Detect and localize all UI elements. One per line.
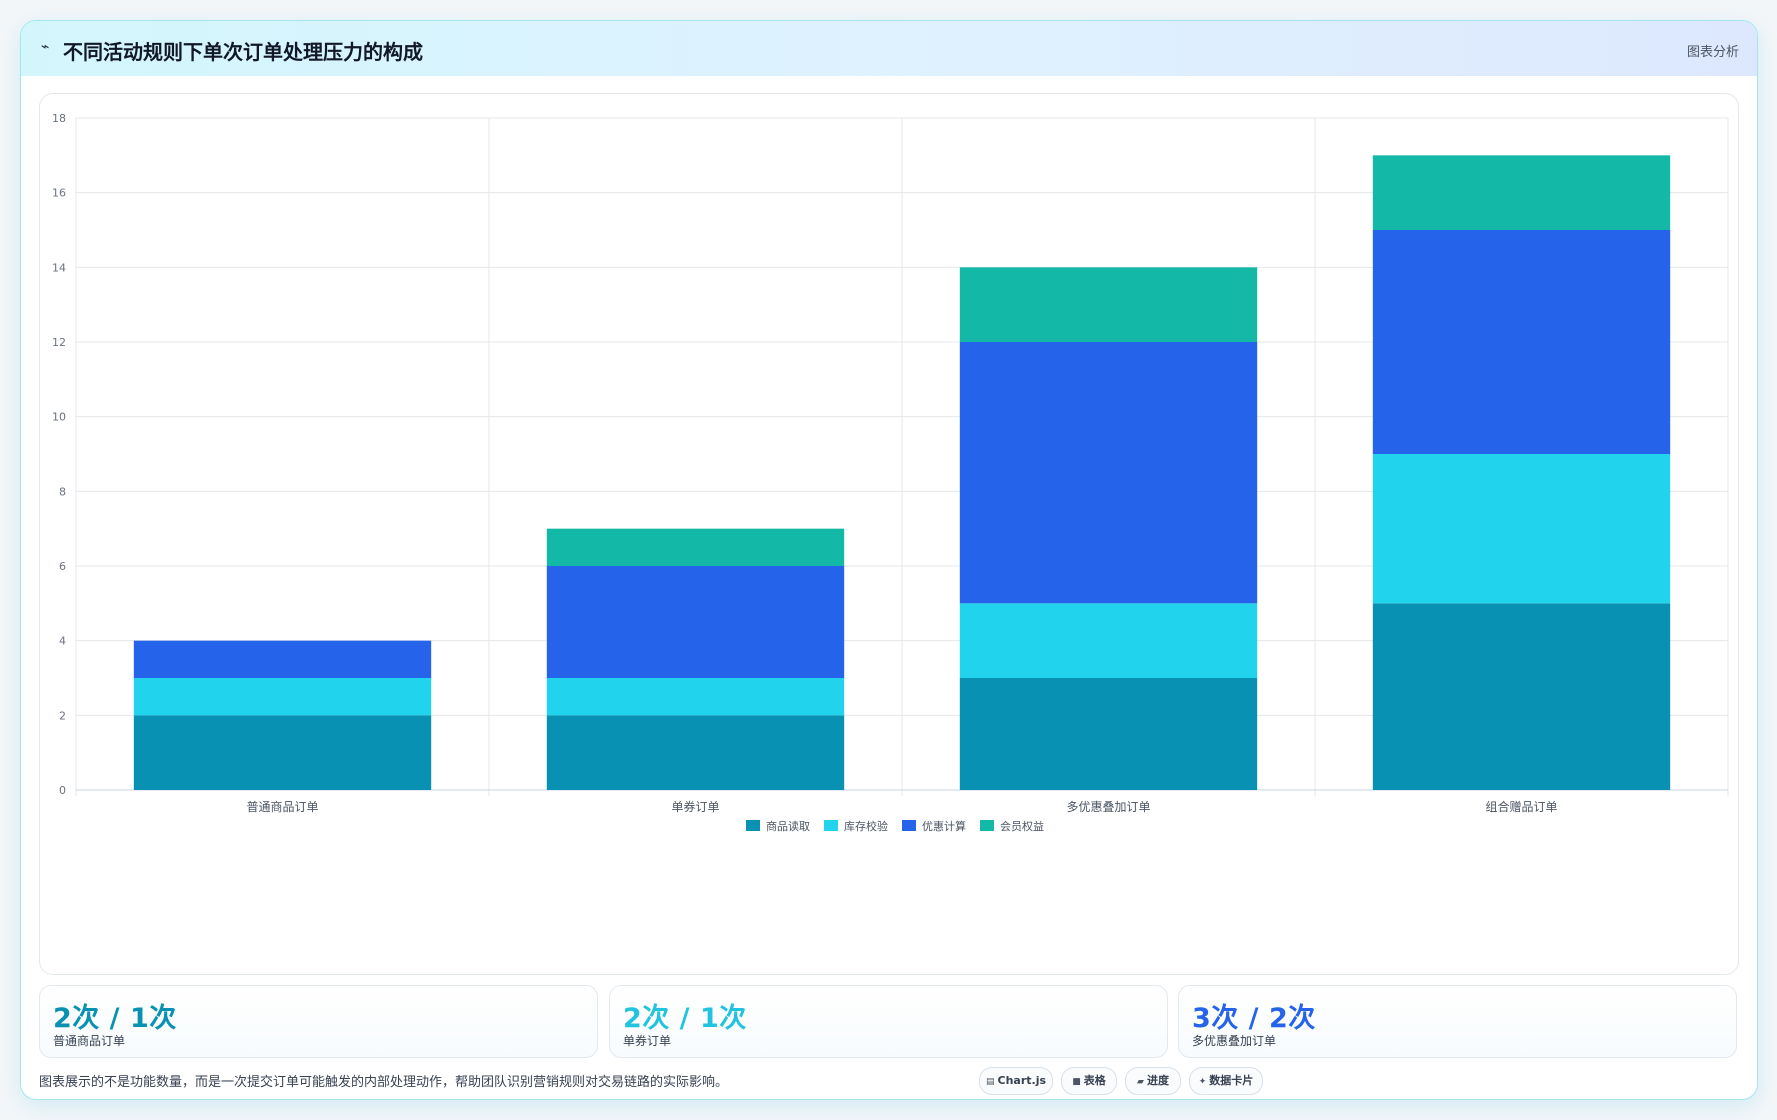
bar-segment: [959, 267, 1258, 342]
stat-card-coupon: 2次 / 1次 单券订单: [609, 985, 1168, 1058]
data-card-icon: ✦: [1198, 1077, 1207, 1087]
bar-segment: [546, 715, 845, 790]
y-tick-label: 6: [59, 560, 66, 573]
bar-segment: [1372, 603, 1671, 790]
legend-label: 商品读取: [766, 819, 810, 833]
bar-segment: [1372, 155, 1671, 230]
chip-label: 数据卡片: [1209, 1074, 1254, 1087]
chip-table[interactable]: ■ 表格: [1061, 1067, 1117, 1095]
bar-segment: [959, 603, 1258, 678]
bar-segment: [133, 715, 432, 790]
stat-value: 3次 / 2次: [1192, 1003, 1316, 1034]
header-tag: 图表分析: [1686, 45, 1739, 60]
stat-card-normal: 2次 / 1次 普通商品订单: [39, 985, 598, 1058]
stacked-bar-chart: 0 2 4 6 8 10 12 14 16 18 普通商品订单 单券订单 多优惠叠加订单 组合赠品订单商品…: [52, 112, 1729, 833]
legend-swatch: [824, 820, 838, 831]
footer-note: 图表展示的不是功能数量，而是一次提交订单可能触发的内部处理动作，帮助团队识别营销…: [39, 1075, 729, 1090]
chip-label: 表格: [1083, 1074, 1106, 1087]
stat-value: 2次 / 1次: [53, 1003, 177, 1034]
y-tick-label: 10: [52, 411, 66, 424]
y-tick-label: 16: [52, 187, 66, 200]
y-tick-label: 14: [52, 261, 66, 274]
stat-label: 多优惠叠加订单: [1192, 1034, 1277, 1048]
bar-segment: [133, 678, 432, 716]
x-tick-label: 普通商品订单: [246, 799, 318, 814]
bar-segment: [959, 342, 1258, 604]
chip-label: 进度: [1146, 1074, 1169, 1087]
y-tick-label: 4: [59, 635, 66, 648]
progress-icon: ▰: [1137, 1077, 1144, 1087]
stat-card-multi: 3次 / 2次 多优惠叠加订单: [1178, 985, 1737, 1058]
x-tick-label: 组合赠品订单: [1485, 799, 1557, 814]
stat-label: 单券订单: [623, 1034, 672, 1048]
y-tick-label: 2: [59, 709, 66, 722]
y-tick-label: 0: [59, 784, 66, 797]
chip-label: Chart.js: [997, 1074, 1047, 1087]
chip-chartjs[interactable]: ▤ Chart.js: [979, 1067, 1053, 1095]
trend-icon: ⌁: [41, 39, 50, 55]
y-tick-label: 12: [52, 336, 66, 349]
chart-card: ⌁ 不同活动规则下单次订单处理压力的构成 图表分析 0 2 4 6 8 10 12 14 16 1…: [20, 20, 1758, 1100]
stat-label: 普通商品订单: [53, 1034, 126, 1048]
stat-cards: 2次 / 1次 普通商品订单 2次 / 1次 单券订单 3次 / 2次 多优惠叠…: [39, 985, 1739, 1058]
bar-segment: [959, 678, 1258, 790]
bar-segment: [1372, 454, 1671, 604]
bar-segment: [133, 640, 432, 678]
chart-area: 0 2 4 6 8 10 12 14 16 18 普通商品订单 单券订单 多优惠叠加订单 组合赠品订单商品…: [39, 93, 1739, 975]
bar-segment: [546, 528, 845, 566]
chart-icon: ▤: [985, 1077, 995, 1087]
y-tick-label: 8: [59, 485, 66, 498]
legend-label: 库存校验: [844, 819, 888, 833]
card-title: 不同活动规则下单次订单处理压力的构成: [63, 40, 423, 64]
bar-segment: [546, 678, 845, 716]
legend-swatch: [980, 820, 994, 831]
bar-segment: [1372, 230, 1671, 454]
card-header: ⌁ 不同活动规则下单次订单处理压力的构成 图表分析: [21, 21, 1757, 76]
x-tick-label: 多优惠叠加订单: [1066, 800, 1150, 814]
legend-label: 会员权益: [1000, 819, 1044, 833]
chip-data-card[interactable]: ✦ 数据卡片: [1189, 1067, 1263, 1095]
legend-label: 优惠计算: [922, 819, 966, 833]
bar-segment: [546, 566, 845, 678]
stat-value: 2次 / 1次: [623, 1003, 747, 1034]
x-tick-label: 单券订单: [671, 799, 719, 814]
chip-progress[interactable]: ▰ 进度: [1125, 1067, 1181, 1095]
y-tick-label: 18: [52, 112, 66, 125]
table-icon: ■: [1072, 1077, 1081, 1087]
legend-swatch: [746, 820, 760, 831]
legend-swatch: [902, 820, 916, 831]
